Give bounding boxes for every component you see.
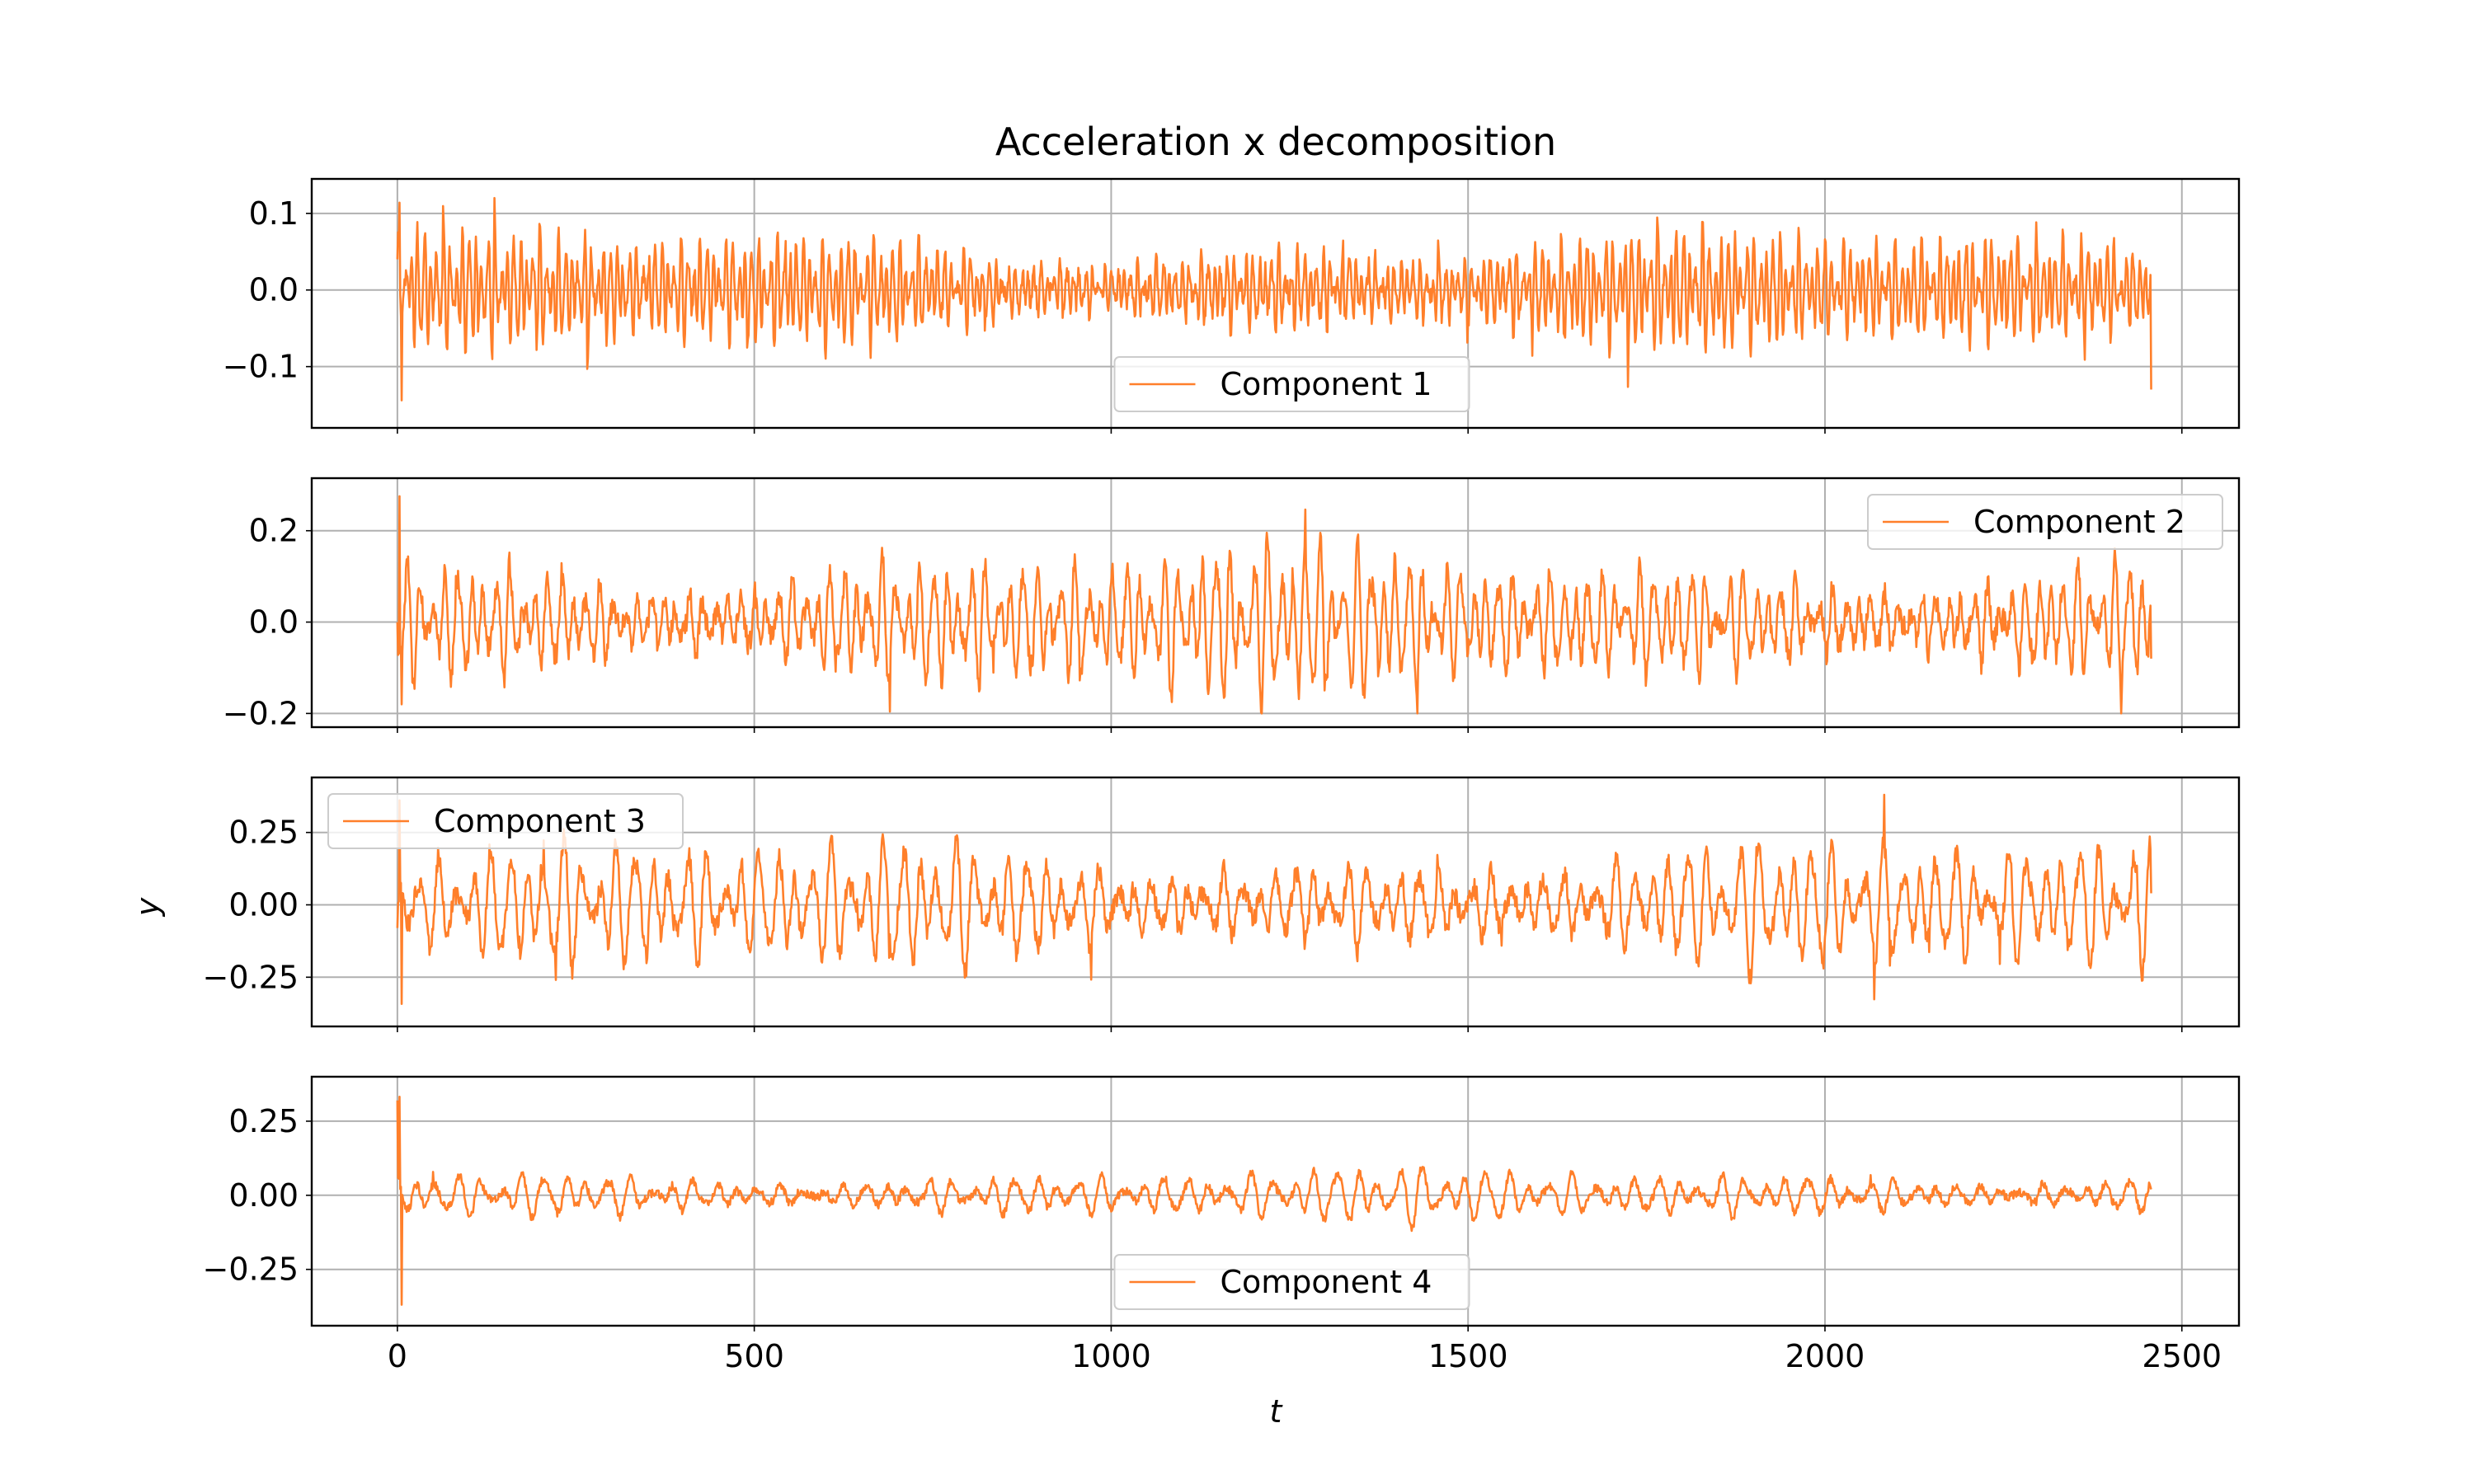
- axes-frame: [310, 177, 2241, 430]
- y-tick-label: 0.1: [249, 195, 299, 232]
- y-tick-label: −0.1: [223, 349, 299, 385]
- legend-label: Component 4: [1221, 1264, 1432, 1300]
- x-tick-label: 2500: [2142, 1338, 2222, 1374]
- x-tick-label: 2000: [1785, 1338, 1865, 1374]
- y-tick-label: 0.00: [228, 1177, 299, 1214]
- legend: Component 2: [1867, 494, 2223, 550]
- y-tick-label: 0.0: [249, 272, 299, 308]
- y-tick-label: 0.25: [228, 1103, 299, 1139]
- x-tick-label: 500: [724, 1338, 784, 1374]
- y-tick-label: 0.2: [249, 513, 299, 549]
- x-tick-label: 1500: [1428, 1338, 1508, 1374]
- legend-box: [327, 793, 684, 849]
- x-axis-label: t: [1270, 1393, 1284, 1430]
- subplot-2: 0.2 0.0 −0.2 Component 2: [223, 477, 2241, 733]
- legend-box: [1113, 356, 1470, 412]
- y-axis-label: y: [129, 897, 166, 917]
- y-tick-label: −0.25: [203, 1252, 299, 1288]
- y-tick-label: 0.00: [228, 887, 299, 923]
- x-tick-label: 1000: [1071, 1338, 1151, 1374]
- y-tick-label: 0.25: [228, 815, 299, 851]
- axes-frame: [310, 477, 2241, 729]
- subplots: 0.1 0.0 −0.1 Component 1 0.2 0.0 −0.2 Component…: [203, 177, 2241, 1374]
- subplot-1: 0.1 0.0 −0.1 Component 1: [223, 177, 2241, 434]
- legend-box: [1113, 1254, 1470, 1310]
- legend: Component 1: [1113, 356, 1470, 412]
- chart-title: Acceleration x decomposition: [995, 120, 1556, 164]
- series-line-component-4: [396, 1095, 2152, 1306]
- legend-label: Component 1: [1221, 366, 1432, 402]
- legend-label: Component 2: [1973, 504, 2185, 540]
- series-line-component-1: [396, 196, 2152, 402]
- subplot-4: 0 500 1000 1500 2000 2500 0.25 0.00 −0.25 Compone…: [203, 1075, 2241, 1374]
- axes-frame: [310, 776, 2241, 1028]
- legend-label: Component 3: [434, 803, 646, 839]
- legend: Component 3: [327, 793, 684, 849]
- series-line-component-3: [396, 793, 2152, 1005]
- legend-box: [1867, 494, 2223, 550]
- legend: Component 4: [1113, 1254, 1470, 1310]
- x-tick-label: 0: [388, 1338, 407, 1374]
- y-tick-label: 0.0: [249, 604, 299, 641]
- series-line-component-2: [396, 495, 2152, 715]
- y-tick-label: −0.25: [203, 959, 299, 995]
- y-tick-label: −0.2: [223, 695, 299, 731]
- axes-frame: [310, 1075, 2241, 1327]
- subplot-3: 0.25 0.00 −0.25 Component 3: [203, 776, 2241, 1032]
